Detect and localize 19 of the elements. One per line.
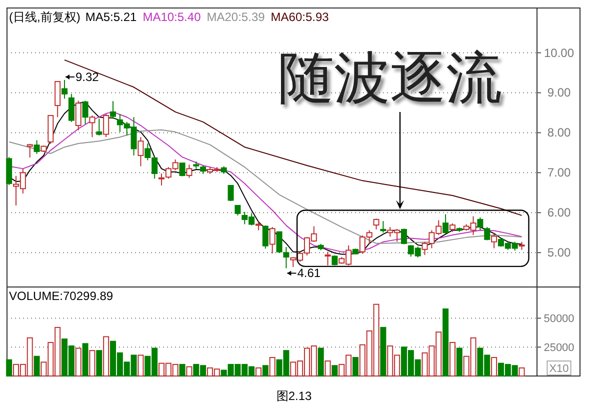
y-tick-label: 25000 [544,342,574,354]
text: X10 [549,363,569,375]
chart-title: VOLUME:70299.89 [9,289,114,303]
y-tick-label: 7.00 [547,166,571,180]
caption: 图2.13 [276,389,312,403]
y-tick-label: 8.00 [547,126,571,140]
chart-title: (日线,前复权) [9,10,80,24]
y-tick-label: 6.00 [547,206,571,220]
y-tick-label: 50000 [544,313,574,326]
text: MA5:5.21 [85,10,138,24]
annotation: 9.32 [76,70,100,84]
annotation: 4.61 [297,266,321,280]
text: MA60:5.93 [270,10,330,24]
annotation: 随波逐流 [278,48,502,110]
y-tick-label: 5.00 [547,246,571,260]
y-tick-label: 10.00 [544,46,574,60]
text: MA10:5.40 [142,10,202,24]
text: MA20:5.39 [206,10,266,24]
y-tick-label: 9.00 [547,86,571,100]
